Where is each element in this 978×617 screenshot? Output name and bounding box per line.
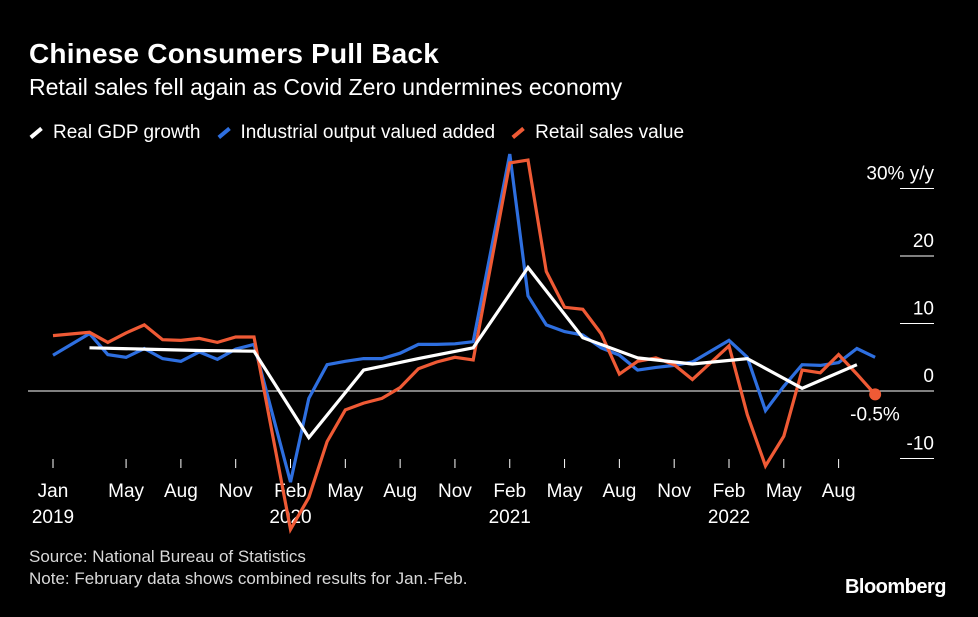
x-tick-label: Feb [493, 481, 526, 502]
footer: Source: National Bureau of Statistics No… [29, 546, 467, 590]
x-tick-label: May [766, 481, 802, 502]
legend-label-gdp: Real GDP growth [53, 122, 201, 143]
bloomberg-logo: Bloomberg [844, 576, 947, 598]
series-line-gdp [89, 264, 858, 441]
source-note: Source: National Bureau of Statistics [29, 547, 306, 566]
x-tick-year-label: 2019 [32, 507, 74, 528]
y-tick-label: 0 [923, 366, 934, 387]
annotations: -0.5% [850, 388, 900, 425]
series-line-retail [52, 158, 877, 534]
x-tick-label: Aug [383, 481, 417, 502]
x-tick-label: Jan [38, 481, 69, 502]
legend: Real GDP growth Industrial output valued… [29, 122, 700, 144]
legend-item-retail: Retail sales value [511, 122, 684, 144]
x-tick-label: Aug [164, 481, 198, 502]
chart-subtitle: Retail sales fell again as Covid Zero un… [29, 74, 623, 100]
y-tick-label: 10 [913, 299, 934, 320]
annotation-dot [869, 388, 882, 401]
x-tick-year-label: 2022 [708, 507, 750, 528]
annotation-label: -0.5% [850, 404, 900, 425]
y-tick-label: -10 [907, 434, 934, 455]
x-tick-label: Nov [219, 481, 253, 502]
x-tick-label: May [108, 481, 144, 502]
y-tick-label: 30% y/y [866, 164, 934, 185]
legend-item-gdp: Real GDP growth [29, 122, 201, 144]
footnote: Note: February data shows combined resul… [29, 569, 468, 588]
x-tick-label: May [547, 481, 583, 502]
x-tick-label: Nov [657, 481, 691, 502]
series-lines [52, 153, 877, 534]
legend-label-industrial: Industrial output valued added [240, 122, 496, 143]
chart-title: Chinese Consumers Pull Back [29, 38, 439, 69]
x-tick-year-label: 2021 [489, 507, 531, 528]
y-tick-label: 20 [913, 231, 934, 252]
series-line-industrial [52, 153, 876, 483]
x-tick-label: Feb [713, 481, 746, 502]
legend-item-industrial: Industrial output valued added [217, 122, 496, 144]
x-tick-label: Aug [822, 481, 856, 502]
x-tick-label: Aug [602, 481, 636, 502]
legend-label-retail: Retail sales value [535, 122, 685, 143]
x-tick-label: Nov [438, 481, 472, 502]
x-tick-label: May [327, 481, 363, 502]
x-tick-label: Feb [274, 481, 307, 502]
y-axis: -10 0 10 20 30% y/y [28, 164, 934, 459]
